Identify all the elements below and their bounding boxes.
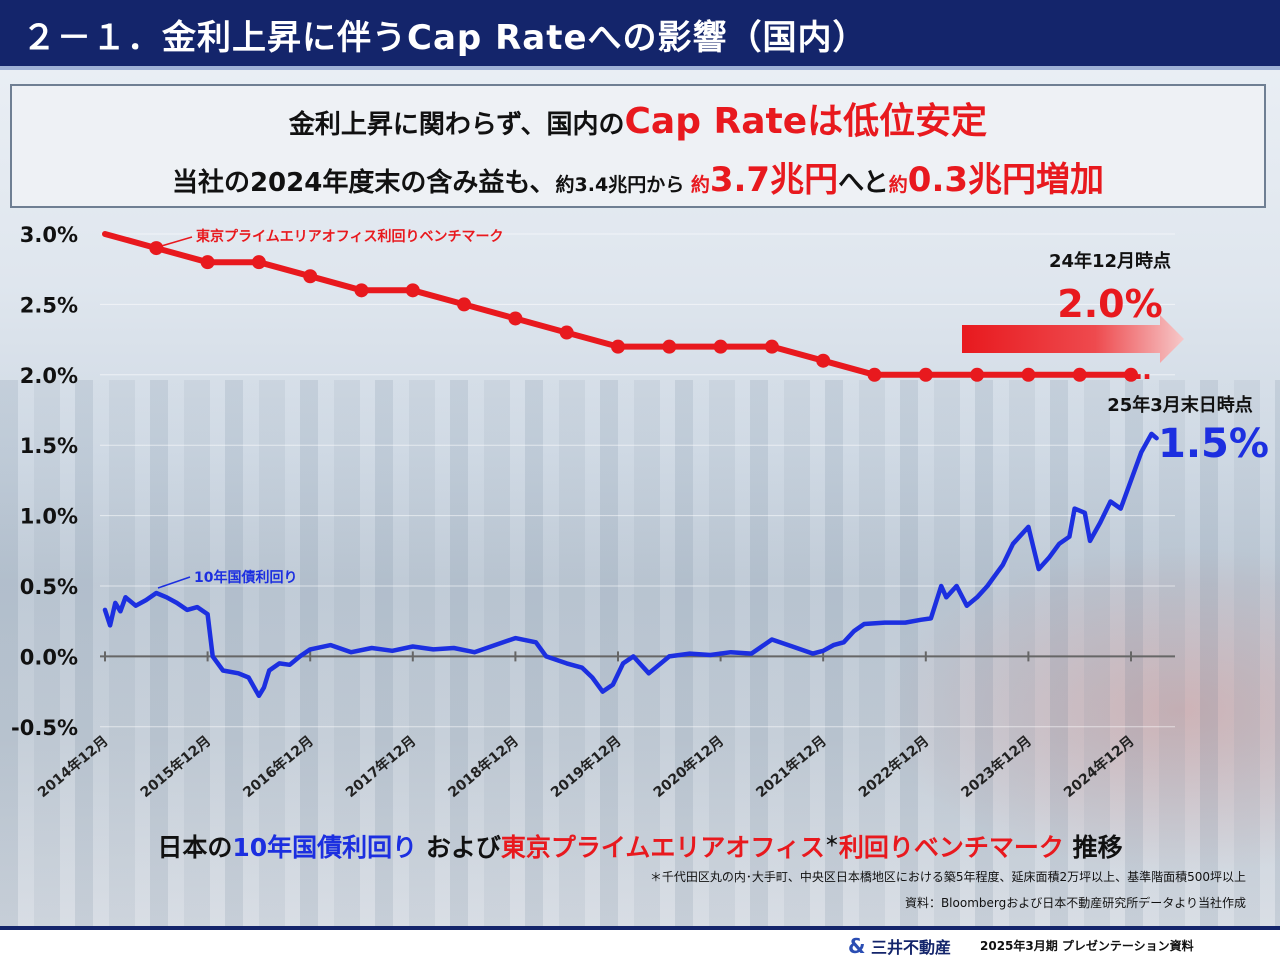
y-axis-ticks: 3.0% 2.5% 2.0% 1.5% 1.0% 0.5% 0.0% -0.5%: [11, 223, 78, 740]
footnote-definition: ＊千代田区丸の内･大手町、中央区日本橋地区における築5年程度、延床面積2万坪以上…: [649, 870, 1246, 884]
logo-text: 三井不動産: [871, 938, 952, 957]
y-tick-label: 0.0%: [20, 645, 78, 669]
cap-rate-series-point: [970, 367, 985, 382]
red-series-label: 東京プライムエリアオフィス利回りベンチマーク: [196, 228, 503, 245]
caption-benchmark: 利回りベンチマーク: [838, 833, 1064, 862]
series-office-cap-rate: [102, 231, 1138, 382]
cap-rate-series-point: [405, 283, 420, 298]
cap-rate-series-point: [764, 339, 779, 354]
slide-header: ２－１．金利上昇に伴うCap Rateへの影響（国内）: [0, 0, 1280, 66]
headline-line-1: 金利上昇に関わらず、国内のCap Rateは低位安定: [12, 92, 1264, 144]
headline-1-emphasis: Cap Rateは低位安定: [624, 101, 988, 142]
cap-rate-series-point: [1124, 367, 1138, 382]
cap-rate-series-point: [200, 255, 215, 270]
headline-line-2: 当社の2024年度末の含み益も、約3.4兆円から 約3.7兆円へと約0.3兆円増…: [12, 152, 1264, 201]
cap-rate-series-point: [354, 283, 369, 298]
cap-rate-series-point: [149, 241, 164, 256]
footer-rule: [0, 926, 1280, 930]
cap-rate-series-point: [457, 297, 472, 312]
y-tick-label: 1.5%: [20, 434, 78, 458]
x-tick-label: 2017年12月: [342, 732, 419, 801]
x-tick-label: 2024年12月: [1060, 732, 1137, 801]
y-tick-label: 2.0%: [20, 364, 78, 388]
footer-document-title: 2025年3月期 プレゼンテーション資料: [980, 939, 1194, 953]
caption-part-1: 日本の: [157, 833, 233, 862]
logo-ampersand-icon: &: [848, 934, 866, 958]
cap-rate-series-point: [816, 353, 831, 368]
headline-2-text: 当社の2024年度末の含み益も、: [171, 168, 556, 198]
blue-label-leader: [157, 576, 191, 589]
x-tick-label: 2016年12月: [240, 732, 317, 801]
y-tick-label: 2.5%: [20, 293, 78, 317]
x-tick-label: 2023年12月: [958, 732, 1035, 801]
cap-rate-series-point: [918, 367, 933, 382]
dec24-value: 2.0%: [1057, 282, 1162, 326]
x-tick-label: 2018年12月: [445, 732, 522, 801]
yield-line-chart: 3.0% 2.5% 2.0% 1.5% 1.0% 0.5% 0.0% -0.5% 2014年1…: [11, 223, 1269, 801]
caption-asterisk: ＊: [824, 834, 839, 851]
y-tick-label: 3.0%: [20, 223, 78, 247]
jgb-series-line: [102, 431, 1159, 699]
x-tick-label: 2020年12月: [650, 732, 727, 801]
x-tick-label: 2014年12月: [34, 732, 111, 801]
red-label-leader: [157, 236, 193, 248]
cap-rate-series-point: [1021, 367, 1036, 382]
company-logo: & 三井不動産: [848, 934, 951, 958]
cap-rate-series-point: [508, 311, 523, 326]
mar25-label: 25年3月末日時点: [1107, 394, 1253, 416]
cap-rate-series-point: [611, 339, 625, 354]
dec24-label: 24年12月時点: [1049, 250, 1171, 272]
background-city-photo: [0, 70, 1280, 926]
x-tick-label: 2019年12月: [547, 732, 624, 801]
blue-series-label: 10年国債利回り: [194, 569, 297, 586]
chart-gridlines: [100, 233, 1175, 728]
arrow-right-icon: [962, 315, 1184, 363]
caption-part-2: および: [417, 833, 501, 862]
cap-rate-series-point: [867, 367, 882, 382]
footnote-source: 資料：Bloombergおよび日本不動産研究所データより当社作成: [904, 896, 1246, 910]
cap-rate-series-point: [303, 269, 318, 284]
cap-rate-series-point: [662, 339, 677, 354]
x-tick-label: 2022年12月: [855, 732, 932, 801]
headline-2-value-2: 0.3兆円増加: [907, 160, 1105, 200]
x-tick-label: 2021年12月: [753, 732, 830, 801]
continuation-dots: ‥: [1134, 356, 1151, 386]
caption-jgb: 10年国債利回り: [232, 833, 418, 862]
y-tick-label: 1.0%: [20, 505, 78, 529]
headline-2-value-1: 3.7兆円: [709, 160, 839, 200]
x-tick-label: 2015年12月: [137, 732, 214, 801]
y-tick-label: 0.5%: [20, 575, 78, 599]
footer: [0, 930, 1280, 960]
caption-part-3: 推移: [1063, 833, 1123, 862]
cap-rate-series-point: [251, 255, 266, 270]
slide-title: ２－１．金利上昇に伴うCap Rateへの影響（国内）: [22, 18, 868, 58]
mar25-value: 1.5%: [1158, 421, 1269, 467]
x-axis-tick-labels: 2014年12月 2015年12月 2016年12月 2017年12月 2018年12月…: [34, 732, 1137, 801]
cap-rate-series-point: [1072, 367, 1087, 382]
headline-2-approx-1: 約: [690, 174, 710, 196]
caption-office: 東京プライムエリアオフィス: [500, 833, 825, 862]
chart-caption: 日本の10年国債利回り および東京プライムエリアオフィス＊利回りベンチマーク 推…: [0, 828, 1280, 864]
headline-2-approx-2: 約: [888, 174, 908, 196]
x-axis: [100, 651, 1175, 662]
headline-2-from: 約3.4兆円から: [555, 174, 691, 196]
headline-box: 金利上昇に関わらず、国内のCap Rateは低位安定 当社の2024年度末の含み…: [10, 84, 1266, 208]
headline-2-to: へと: [838, 168, 889, 198]
cap-rate-series-point: [713, 339, 728, 354]
series-jgb-10y: [102, 431, 1159, 699]
cap-rate-series-point: [559, 325, 574, 340]
header-rule: [0, 66, 1280, 70]
y-tick-label: -0.5%: [11, 716, 78, 740]
headline-1-text: 金利上昇に関わらず、国内の: [288, 110, 625, 140]
